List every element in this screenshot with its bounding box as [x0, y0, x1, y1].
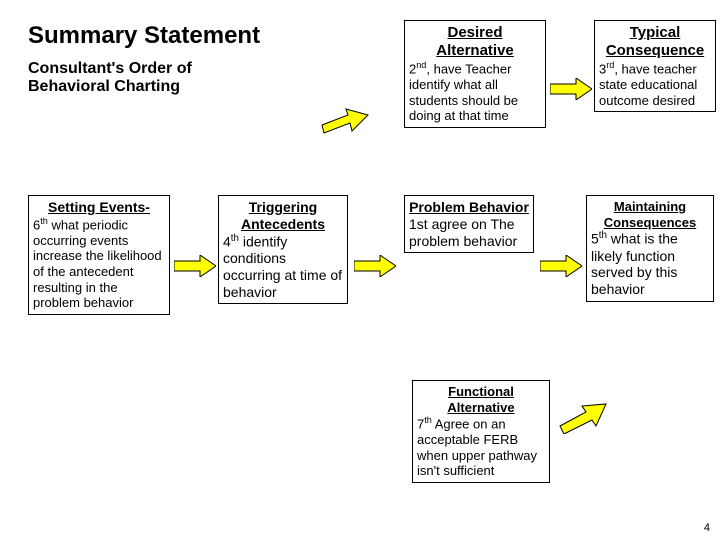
box-body: 2nd, have Teacher identify what all stud… [409, 60, 541, 124]
arrow-icon [558, 400, 608, 434]
box-triggering-antecedents: Triggering Antecedents 4th identify cond… [218, 195, 348, 304]
box-body: 3rd, have teacher state educational outc… [599, 60, 711, 108]
box-body: 4th identify conditions occurring at tim… [223, 233, 343, 301]
page-title: Summary Statement [28, 22, 260, 50]
box-title: Desired Alternative [409, 24, 541, 60]
box-setting-events: Setting Events- 6th what periodic occurr… [28, 195, 170, 315]
box-body: 6th what periodic occurring events incre… [33, 216, 165, 311]
box-typical-consequence: Typical Consequence 3rd, have teacher st… [594, 20, 716, 112]
box-body: 5th what is the likely function served b… [591, 230, 709, 298]
box-body: 7th Agree on an acceptable FERB when upp… [417, 415, 545, 479]
arrow-icon [540, 255, 582, 277]
box-title: Setting Events- [33, 199, 165, 216]
box-title: Maintaining Consequences [591, 199, 709, 230]
box-title: Triggering Antecedents [223, 199, 343, 233]
arrow-icon [320, 105, 370, 135]
box-functional-alternative: Functional Alternative 7th Agree on an a… [412, 380, 550, 483]
arrow-icon [354, 255, 396, 277]
box-body: 1st agree on The problem behavior [409, 216, 529, 250]
box-title: Typical Consequence [599, 24, 711, 60]
box-title: Problem Behavior [409, 199, 529, 216]
arrow-icon [174, 255, 216, 277]
arrow-icon [550, 78, 592, 100]
box-problem-behavior: Problem Behavior 1st agree on The proble… [404, 195, 534, 253]
box-maintaining-consequences: Maintaining Consequences 5th what is the… [586, 195, 714, 302]
box-title: Functional Alternative [417, 384, 545, 415]
page-subtitle: Consultant's Order of Behavioral Chartin… [28, 60, 248, 96]
page-number: 4 [704, 522, 710, 534]
box-desired-alternative: Desired Alternative 2nd, have Teacher id… [404, 20, 546, 128]
